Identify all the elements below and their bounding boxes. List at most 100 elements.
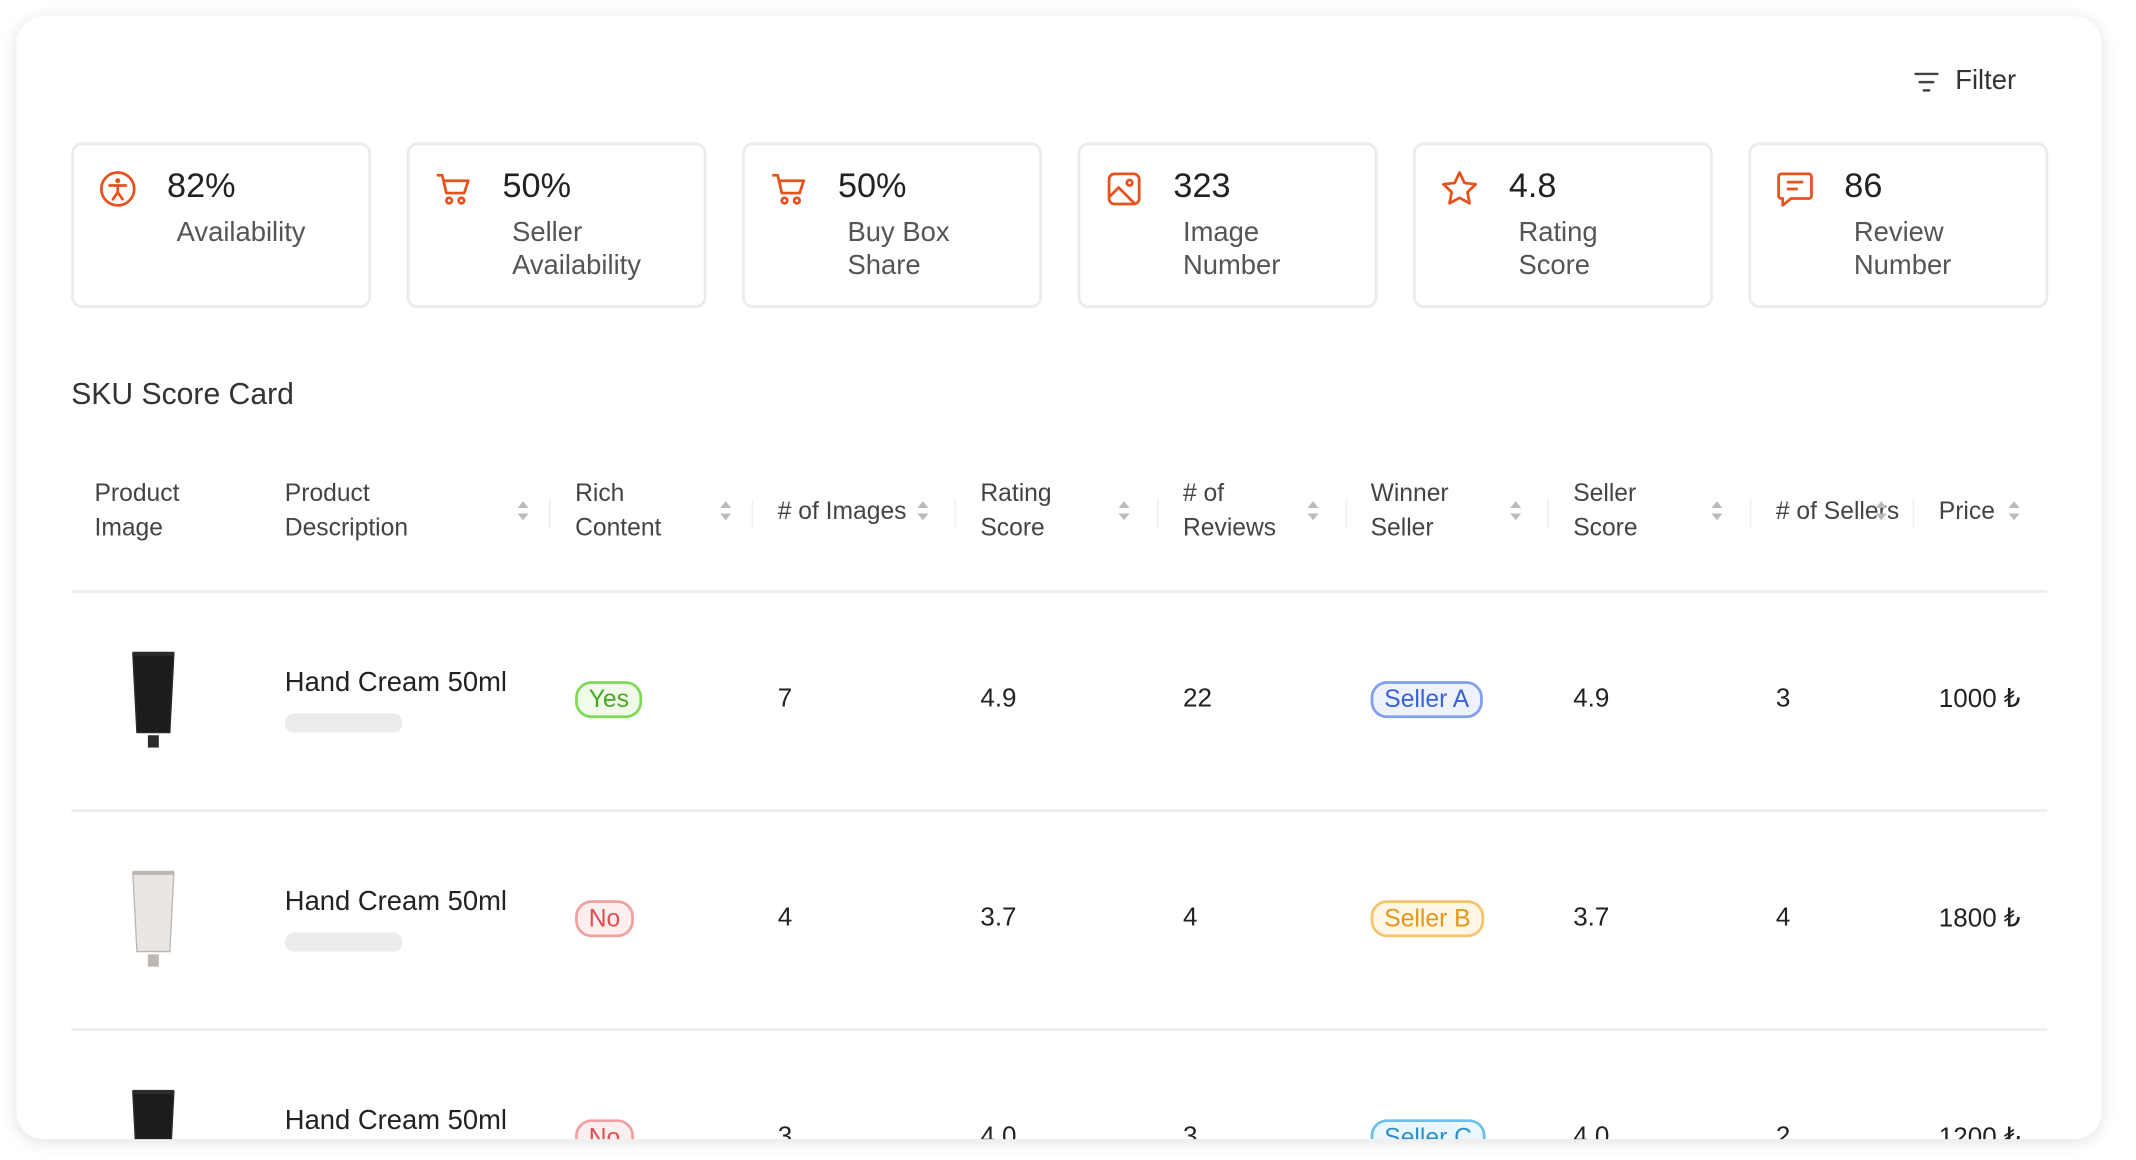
column-divider — [549, 498, 551, 529]
icon — [772, 173, 806, 205]
tube — [132, 651, 175, 748]
section-title: SKU Score Card — [71, 376, 294, 411]
product-description: Hand Cream 50ml — [284, 667, 508, 698]
cell-value: 3 — [1182, 1122, 1198, 1140]
product-description: Hand Cream 50ml — [284, 886, 508, 917]
filter-icon — [1914, 72, 1939, 91]
column-divider — [751, 498, 754, 529]
column-header: Price — [1938, 496, 1995, 524]
cell-value: 4 — [777, 903, 793, 933]
metric-icon — [1105, 170, 1143, 215]
filter-button[interactable]: Filter — [1914, 66, 2016, 97]
cell-value: 4.0 — [980, 1122, 1017, 1140]
row-divider — [71, 809, 2047, 812]
cell-value: 7 — [777, 684, 793, 714]
icon — [1777, 172, 1813, 207]
product-description: Hand Cream 50ml — [284, 1105, 508, 1136]
sort-icon[interactable] — [2007, 498, 2021, 529]
sort-arrows — [1307, 501, 1319, 521]
column-header: Product Description — [284, 479, 409, 541]
rich-content-badge: Yes — [575, 681, 643, 719]
sort-icon[interactable] — [1509, 498, 1523, 529]
column-header: Seller Score — [1573, 479, 1638, 541]
column-divider — [1156, 498, 1159, 529]
metric-icon — [769, 170, 807, 215]
sort-arrows — [517, 501, 529, 521]
metric-label: Image Number — [1182, 217, 1281, 281]
price: 1200 ₺ — [1938, 1123, 2021, 1140]
price: 1000 ₺ — [1938, 685, 2021, 715]
metric-card: 86 Review Number — [1748, 142, 2049, 309]
metric-icon — [99, 170, 137, 215]
sort-arrows — [2008, 501, 2020, 521]
sort-arrows — [1118, 501, 1130, 521]
column-header: Rich Content — [575, 479, 662, 541]
metric-value: 82% — [167, 167, 236, 206]
metric-card: 4.8 Rating Score — [1413, 142, 1713, 309]
sort-icon[interactable] — [916, 498, 930, 529]
sort-icon[interactable] — [719, 498, 733, 529]
cell-value: 3.7 — [980, 903, 1017, 933]
metric-card: 323 Image Number — [1077, 142, 1378, 309]
cell-value: 4 — [1775, 903, 1791, 933]
metric-card: 82% Availability — [71, 142, 372, 309]
metric-label: Review Number — [1853, 217, 1952, 281]
column-header: # of Sellers — [1775, 496, 1900, 524]
column-header: # of Reviews — [1182, 479, 1277, 541]
sort-icon[interactable] — [1874, 498, 1888, 529]
icon — [1107, 172, 1141, 206]
icon — [1442, 171, 1478, 205]
sort-arrows — [1711, 501, 1723, 521]
column-header: Rating Score — [980, 479, 1052, 541]
metric-value: 86 — [1844, 167, 1883, 206]
seller-badge: Seller A — [1370, 681, 1483, 719]
column-header: Product Image — [94, 479, 180, 541]
product-image — [129, 1089, 178, 1140]
tube — [132, 870, 175, 967]
column-header: Winner Seller — [1370, 479, 1449, 541]
sort-icon[interactable] — [1117, 498, 1131, 529]
column-divider — [1345, 498, 1348, 529]
sort-arrows — [1510, 501, 1522, 521]
placeholder-bar — [284, 713, 403, 733]
filter-label: Filter — [1955, 65, 2017, 96]
icon — [436, 173, 470, 205]
cell-value: 22 — [1182, 684, 1212, 714]
column-divider — [1749, 498, 1752, 529]
metric-value: 323 — [1173, 167, 1231, 206]
metric-icon — [1440, 170, 1478, 215]
product-image — [129, 869, 178, 974]
cell-value: 3.7 — [1573, 903, 1610, 933]
cell-value: 4.9 — [980, 684, 1017, 714]
cell-value: 3 — [777, 1122, 793, 1140]
sort-arrows — [1875, 501, 1887, 521]
icon — [99, 171, 136, 207]
metric-label: Buy Box Share — [847, 217, 950, 281]
seller-badge: Seller B — [1370, 900, 1485, 938]
metric-icon — [434, 170, 472, 215]
cell-value: 4.9 — [1573, 684, 1610, 714]
sort-icon[interactable] — [1306, 498, 1320, 529]
column-divider — [1912, 498, 1915, 529]
product-image — [129, 650, 178, 755]
cell-value: 4 — [1182, 903, 1198, 933]
rich-content-badge: No — [575, 1119, 634, 1140]
sort-icon[interactable] — [1710, 498, 1724, 529]
metric-label: Rating Score — [1518, 217, 1598, 281]
rich-content-badge: No — [575, 900, 634, 938]
dashboard-card: Filter SKU Score Card 82% Availability 50%… — [16, 16, 2102, 1140]
metric-card: 50% Buy Box Share — [742, 142, 1042, 309]
price: 1800 ₺ — [1938, 904, 2021, 934]
metric-label: Seller Availability — [512, 217, 641, 281]
column-header: # of Images — [777, 496, 907, 524]
cell-value: 3 — [1775, 684, 1791, 714]
sort-icon[interactable] — [516, 498, 530, 529]
seller-badge: Seller C — [1370, 1119, 1486, 1140]
row-divider — [71, 1028, 2047, 1032]
column-divider — [1547, 498, 1549, 529]
metric-icon — [1776, 170, 1814, 215]
metric-value: 50% — [837, 167, 907, 206]
tube — [132, 1089, 175, 1140]
